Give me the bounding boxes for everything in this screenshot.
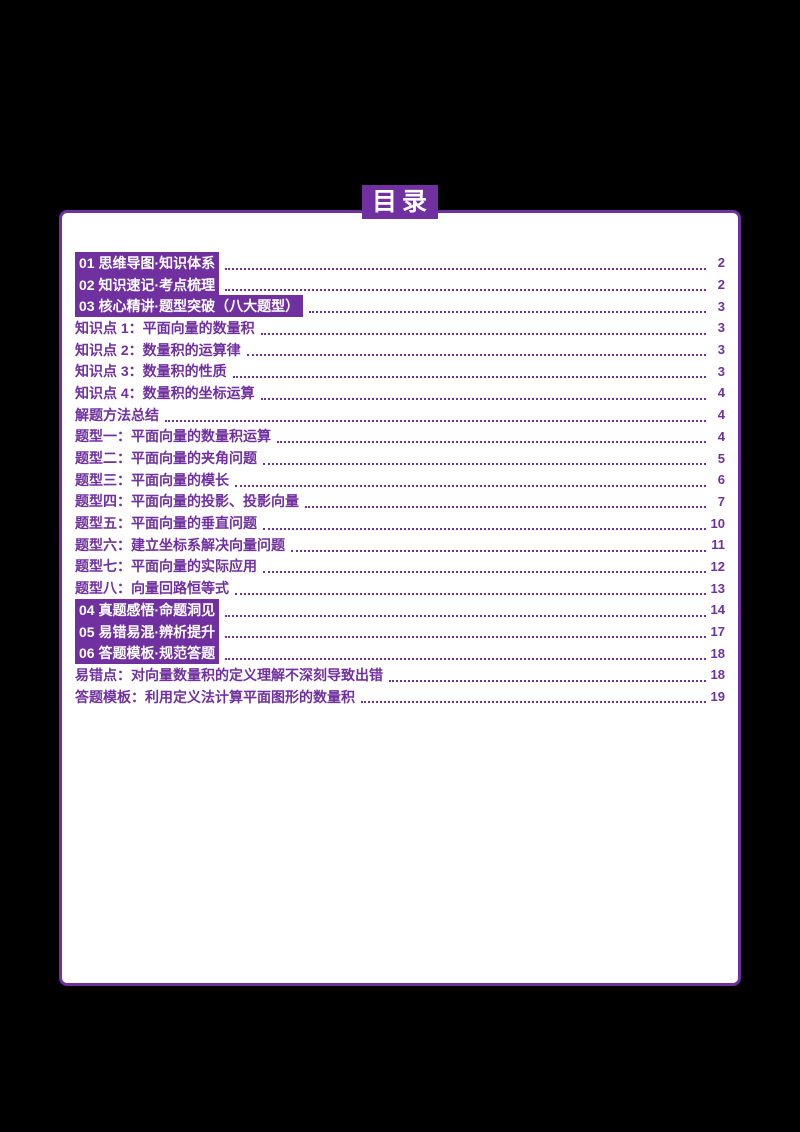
toc-entry-page: 11 [711, 537, 725, 553]
toc-entry-page: 2 [717, 277, 725, 293]
toc-entry-label: 题型六：建立坐标系解决向量问题 [75, 536, 285, 553]
toc-entry[interactable]: 易错点：对向量数量积的定义理解不深刻导致出错 18 [75, 664, 725, 686]
toc-dotted-leader [165, 406, 706, 422]
toc-dotted-leader [225, 644, 706, 661]
toc-entry-page: 5 [717, 450, 725, 466]
toc-entry-label: 题型三：平面向量的模长 [75, 471, 229, 488]
toc-entry-label: 答题模板：利用定义法计算平面图形的数量积 [75, 688, 355, 705]
toc-dotted-leader [263, 557, 706, 574]
toc-entry[interactable]: 题型二：平面向量的夹角问题 5 [75, 447, 725, 469]
toc-entry[interactable]: 题型八：向量回路恒等式 13 [75, 577, 725, 599]
toc-dotted-leader [309, 297, 706, 314]
toc-entry-label: 03 核心精讲·题型突破（八大题型） [75, 295, 304, 318]
toc-entry[interactable]: 06 答题模板·规范答题 18 [75, 642, 725, 665]
toc-entry-page: 3 [717, 363, 725, 379]
toc-entry-page: 3 [717, 320, 725, 336]
toc-entry[interactable]: 题型六：建立坐标系解决向量问题 11 [75, 534, 725, 556]
toc-entry[interactable]: 题型七：平面向量的实际应用 12 [75, 556, 725, 578]
toc-entry-label: 知识点 2：数量积的运算律 [75, 341, 241, 358]
toc-entry-page: 14 [710, 602, 725, 618]
toc-entry-page: 4 [717, 407, 725, 423]
toc-entry-page: 18 [710, 667, 725, 683]
toc-entry-label: 题型二：平面向量的夹角问题 [75, 450, 257, 467]
toc-entry-label: 05 易错易混·辨析提升 [75, 620, 220, 643]
toc-dotted-leader [291, 536, 706, 552]
page-title: 目录 [361, 185, 439, 219]
toc-entry-label: 知识点 1：平面向量的数量积 [75, 319, 255, 336]
toc-list: 01 思维导图·知识体系 2 02 知识速记·考点梳理 2 03 核心精讲·题型… [75, 251, 725, 708]
toc-entry-page: 3 [717, 342, 725, 358]
toc-entry[interactable]: 02 知识速记·考点梳理 2 [75, 273, 725, 296]
toc-entry[interactable]: 04 真题感悟·命题洞见 14 [75, 598, 725, 621]
toc-entry-page: 3 [717, 298, 725, 314]
toc-entry-label: 解题方法总结 [75, 406, 159, 423]
toc-entry[interactable]: 05 易错易混·辨析提升 17 [75, 620, 725, 643]
toc-entry-page: 18 [710, 645, 725, 661]
toc-dotted-leader [235, 471, 706, 487]
toc-entry-label: 易错点：对向量数量积的定义理解不深刻导致出错 [75, 666, 383, 683]
toc-entry-label: 题型五：平面向量的垂直问题 [75, 515, 257, 532]
toc-dotted-leader [232, 362, 706, 379]
toc-entry-label: 知识点 3：数量积的性质 [75, 363, 227, 380]
toc-dotted-leader [277, 427, 706, 444]
toc-entry[interactable]: 题型五：平面向量的垂直问题 10 [75, 512, 725, 534]
toc-dotted-leader [260, 384, 706, 400]
toc-dotted-leader [305, 492, 706, 509]
toc-entry[interactable]: 知识点 4：数量积的坐标运算 4 [75, 382, 725, 404]
toc-entry[interactable]: 知识点 1：平面向量的数量积 3 [75, 317, 725, 339]
toc-entry-label: 01 思维导图·知识体系 [75, 251, 220, 274]
toc-entry-page: 2 [717, 255, 725, 271]
toc-entry-label: 02 知识速记·考点梳理 [75, 273, 220, 296]
toc-entry-label: 06 答题模板·规范答题 [75, 642, 220, 665]
toc-entry-page: 6 [717, 472, 725, 488]
toc-entry-label: 题型四：平面向量的投影、投影向量 [75, 493, 299, 510]
toc-dotted-leader [246, 340, 706, 357]
toc-dotted-leader [235, 579, 706, 595]
toc-dotted-leader [361, 687, 706, 704]
toc-entry[interactable]: 解题方法总结 4 [75, 404, 725, 426]
document-page: 目录 01 思维导图·知识体系 2 02 知识速记·考点梳理 2 03 核心精讲… [59, 185, 741, 986]
toc-entry-page: 4 [717, 385, 725, 401]
toc-entry-label: 04 真题感悟·命题洞见 [75, 598, 220, 621]
toc-entry-page: 17 [710, 624, 725, 640]
toc-dotted-leader [263, 514, 706, 530]
toc-entry[interactable]: 答题模板：利用定义法计算平面图形的数量积 19 [75, 686, 725, 708]
toc-entry[interactable]: 01 思维导图·知识体系 2 [75, 251, 725, 274]
toc-dotted-leader [225, 254, 706, 270]
toc-entry[interactable]: 题型一：平面向量的数量积运算 4 [75, 426, 725, 448]
toc-entry-page: 7 [717, 493, 725, 509]
toc-dotted-leader [389, 666, 706, 682]
toc-entry-label: 知识点 4：数量积的坐标运算 [75, 384, 255, 401]
toc-entry-page: 10 [710, 515, 725, 531]
toc-entry-page: 12 [710, 558, 725, 574]
toc-dotted-leader [225, 601, 706, 617]
toc-dotted-leader [225, 622, 706, 639]
toc-entry-label: 题型一：平面向量的数量积运算 [75, 428, 271, 445]
toc-entry-page: 4 [717, 428, 725, 444]
toc-entry[interactable]: 题型四：平面向量的投影、投影向量 7 [75, 491, 725, 513]
toc-entry-page: 13 [710, 580, 725, 596]
toc-entry[interactable]: 知识点 2：数量积的运算律 3 [75, 339, 725, 361]
toc-entry-label: 题型八：向量回路恒等式 [75, 580, 229, 597]
toc-entry[interactable]: 知识点 3：数量积的性质 3 [75, 360, 725, 382]
toc-entry[interactable]: 题型三：平面向量的模长 6 [75, 469, 725, 491]
toc-dotted-leader [225, 275, 706, 292]
toc-entry[interactable]: 03 核心精讲·题型突破（八大题型） 3 [75, 295, 725, 318]
toc-dotted-leader [263, 449, 706, 465]
toc-entry-label: 题型七：平面向量的实际应用 [75, 558, 257, 575]
toc-dotted-leader [260, 319, 706, 335]
toc-entry-page: 19 [710, 689, 725, 705]
